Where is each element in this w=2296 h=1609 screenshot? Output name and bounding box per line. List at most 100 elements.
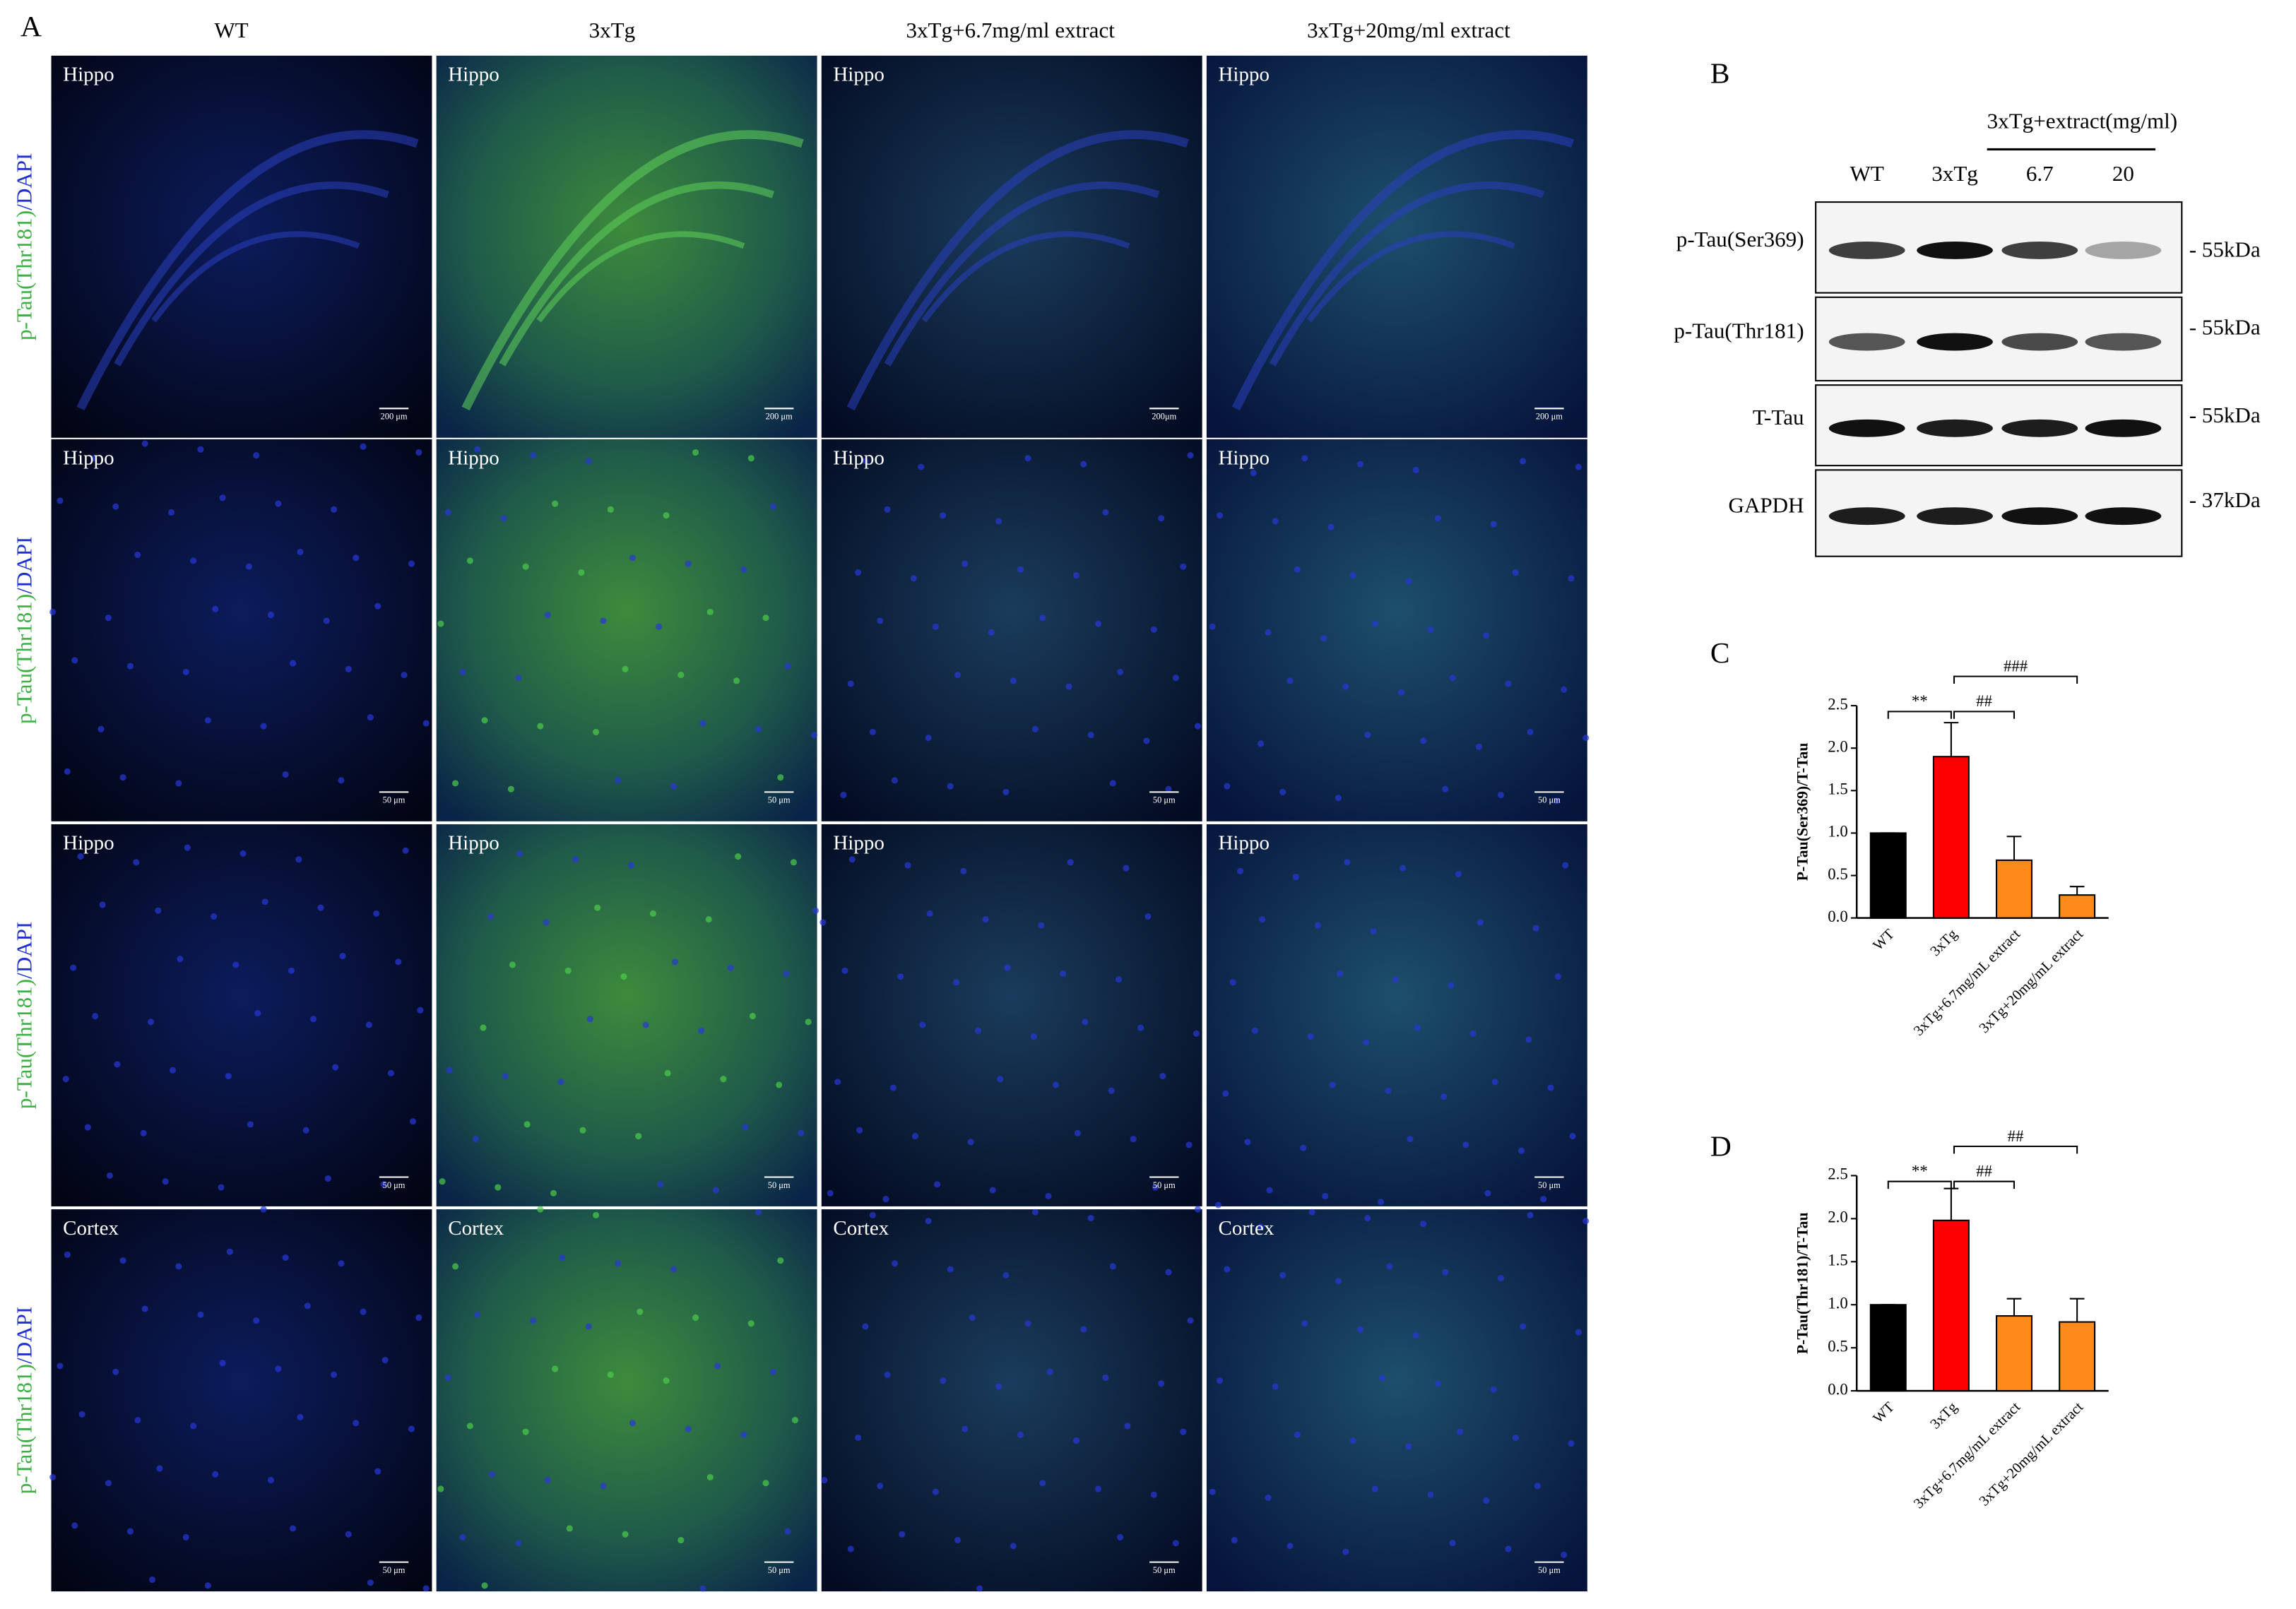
nucleus [182,1533,189,1540]
x-tick-label: WT [1871,926,1898,954]
nucleus [408,560,415,567]
nucleus [1294,566,1301,573]
nucleus [670,1266,677,1273]
nucleus [1150,626,1157,633]
nucleus [297,548,304,556]
band [1917,419,1993,437]
nucleus [1217,1377,1224,1384]
nucleus [1491,1079,1498,1086]
x-tick-label: WT [1871,1399,1898,1427]
nucleus [1301,1320,1308,1327]
nucleus [932,1488,940,1495]
nucleus [1124,1423,1131,1430]
nucleus [1017,566,1024,573]
nucleus [1143,737,1150,744]
nucleus [452,780,459,787]
band [1828,507,1905,526]
nucleus [1462,1141,1469,1148]
nucleus [78,1411,85,1418]
nucleus [204,1582,211,1589]
micrograph [436,439,817,821]
row-label-stain: /DAPI [11,1307,36,1364]
nucleus [1109,1263,1116,1270]
nucleus [1144,913,1152,920]
nucleus [1512,569,1519,576]
nucleus [1286,1543,1294,1550]
y-axis-label: P-Tau(Thr181)/T-Tau [1794,1212,1811,1354]
nucleus [1455,870,1462,878]
nucleus [663,512,670,519]
nucleus [529,452,537,459]
nucleus [537,723,544,730]
nucleus [1265,1494,1272,1501]
nucleus [1329,1081,1336,1088]
nucleus [1505,1545,1512,1552]
band [1828,333,1905,351]
nucleus [488,1471,495,1478]
nucleus [1322,1192,1329,1200]
nucleus [995,518,1002,525]
nucleus [105,614,112,622]
nucleus [670,783,677,790]
nucleus [1074,1129,1082,1136]
nucleus [367,1579,374,1586]
nucleus [49,1473,57,1480]
nucleus [247,1121,254,1128]
nucleus [474,446,481,453]
nucleus [218,1184,225,1191]
nucleus [1364,731,1371,739]
significance-label: ## [2008,1127,2024,1145]
region-label: Hippo [833,832,884,855]
y-tick-label: 0.0 [1828,908,1847,925]
nucleus [961,560,969,567]
nucleus [882,1196,889,1203]
nucleus [821,1476,828,1484]
nucleus [339,952,346,960]
nucleus [437,620,444,627]
nucleus [523,1121,531,1128]
bar [2059,894,2096,919]
row-label: p-Tau(Thr181)/DAPI [11,153,36,340]
nucleus [415,1314,422,1322]
nucleus [877,617,884,624]
nucleus [387,1069,394,1076]
nucleus [367,714,374,721]
nucleus [566,1525,573,1532]
nucleus [395,958,402,966]
nucleus [260,1206,267,1213]
nucleus [345,1531,352,1538]
nucleus [1442,1269,1449,1276]
nucleus [1072,572,1079,579]
nucleus [1065,683,1072,690]
nucleus [1307,1033,1314,1040]
nucleus [1217,512,1224,519]
charts: C P-Tau(Ser369)/T-Tau 0.0 0.5 1.0 1.5 2.0 2.5 WT… [1710,636,2109,1512]
nucleus [706,608,714,615]
nucleus [495,1184,502,1191]
nucleus [1534,1483,1541,1490]
scale-bar-label: 200 μm [381,412,408,422]
micrograph [821,824,1202,1206]
nucleus [735,853,742,860]
scale-bar-label: 50 μm [768,1565,791,1575]
nucleus [175,1263,182,1270]
nucleus [1030,1033,1037,1040]
nucleus [551,500,559,507]
nucleus [593,728,600,735]
nucleus [1272,1383,1279,1390]
nucleus [309,1016,317,1023]
nucleus [422,1585,430,1592]
lane-label: 20 [2112,161,2134,186]
nucleus [275,500,282,507]
band [2085,333,2162,351]
nucleus [1456,1428,1464,1435]
nucleus [112,1368,119,1375]
nucleus [627,862,634,869]
nucleus [976,1585,983,1592]
nucleus [1490,521,1497,528]
blot-size: - 55kDa [2189,315,2261,340]
nucleus [141,1305,148,1312]
nucleus [1194,723,1202,730]
region-label: Cortex [448,1217,504,1240]
nucleus [1224,1266,1231,1273]
